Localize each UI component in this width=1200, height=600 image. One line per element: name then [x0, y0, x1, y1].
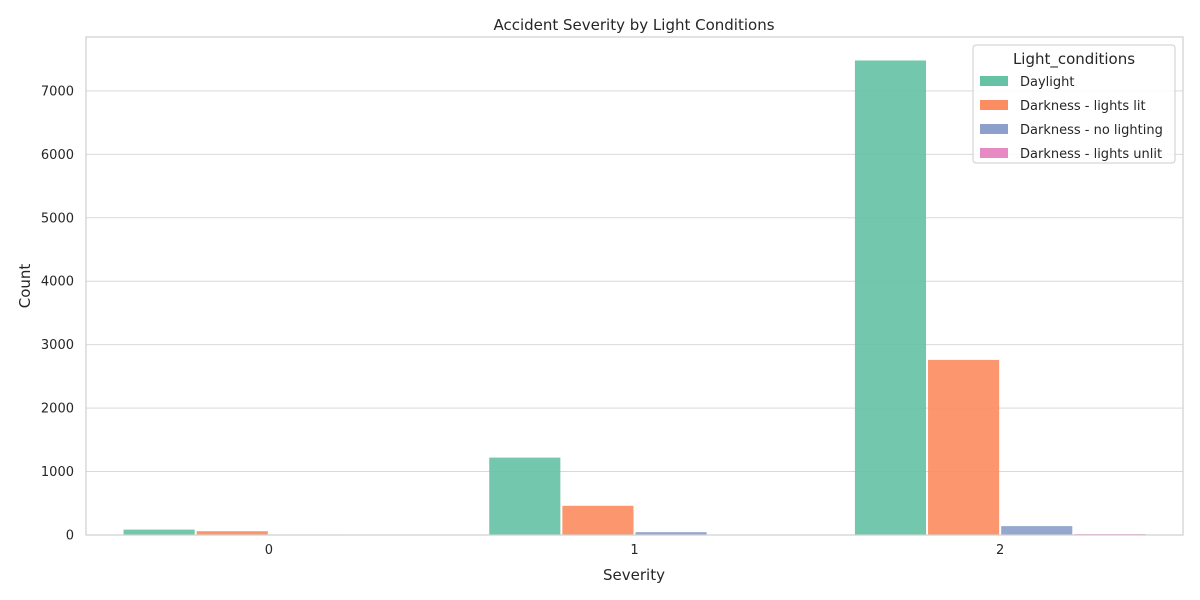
legend: Light_conditions Daylight Darkness - ligh…	[972, 44, 1176, 164]
bar-darkness-lights-lit-0	[196, 531, 268, 535]
bar-daylight-1	[489, 457, 561, 535]
x-tick-label: 2	[996, 543, 1004, 558]
y-tick-label: 0	[66, 529, 74, 544]
grid-layer	[86, 90, 1183, 536]
y-tick-label: 6000	[41, 148, 74, 163]
y-tick-label: 5000	[41, 211, 74, 226]
bar-daylight-0	[123, 529, 195, 535]
legend-items: Daylight Darkness - lights lit Darkness - …	[980, 75, 1163, 162]
legend-title: Light_conditions	[1013, 50, 1135, 69]
x-tick-label: 0	[265, 543, 273, 558]
x-tick-label: 1	[630, 543, 638, 558]
y-tick-label: 4000	[41, 275, 74, 290]
bar-darkness-no-lighting-2	[1001, 526, 1073, 535]
y-tick-label: 3000	[41, 338, 74, 353]
legend-label: Darkness - no lighting	[1020, 123, 1163, 138]
legend-swatch	[980, 124, 1008, 134]
x-tick-labels: 0 1 2	[265, 543, 1005, 558]
legend-swatch	[980, 148, 1008, 158]
bar-darkness-lights-lit-1	[562, 505, 634, 535]
bars-layer	[123, 60, 1146, 536]
bar-darkness-no-lighting-1	[635, 532, 707, 535]
bar-darkness-lights-lit-2	[928, 359, 1000, 535]
plot-frame	[85, 36, 1184, 536]
y-tick-label: 1000	[41, 465, 74, 480]
legend-swatch	[980, 100, 1008, 110]
legend-label: Darkness - lights lit	[1020, 99, 1146, 114]
y-tick-label: 2000	[41, 402, 74, 417]
legend-label: Darkness - lights unlit	[1020, 147, 1162, 162]
legend-swatch	[980, 76, 1008, 86]
legend-label: Daylight	[1020, 75, 1074, 90]
chart-title: Accident Severity by Light Conditions	[493, 16, 774, 34]
y-tick-labels: 0 1000 2000 3000 4000 5000 6000 7000	[41, 84, 74, 543]
bar-daylight-2	[854, 60, 927, 536]
x-axis-title: Severity	[603, 566, 665, 584]
legend-box	[972, 44, 1176, 164]
y-tick-label: 7000	[41, 84, 74, 99]
y-axis-title: Count	[16, 264, 34, 309]
